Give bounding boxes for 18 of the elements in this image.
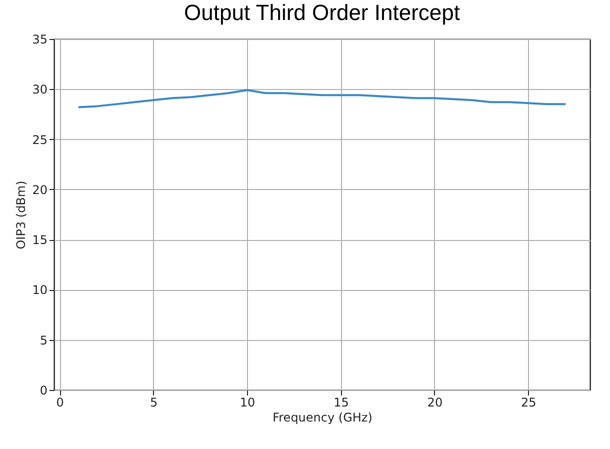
line-series — [77, 89, 567, 108]
y-tick-label: 0 — [40, 384, 48, 398]
x-tick-label: 25 — [521, 396, 536, 410]
y-tick-label: 35 — [32, 32, 48, 46]
x-tick-label: 20 — [427, 396, 443, 410]
y-axis-title: OIP3 (dBm) — [14, 180, 28, 250]
x-tick-label: 0 — [56, 396, 64, 410]
x-axis-title: Frequency (GHz) — [272, 410, 372, 424]
x-tick-label: 15 — [334, 396, 349, 410]
y-tick-label: 10 — [32, 283, 48, 298]
chart-title: Output Third Order Intercept — [184, 0, 460, 25]
x-tick-label: 10 — [240, 396, 256, 410]
x-tick-label: 5 — [150, 396, 158, 410]
y-tick-label: 5 — [40, 333, 48, 348]
y-tick-label: 25 — [32, 132, 48, 147]
y-tick-label: 15 — [32, 233, 48, 248]
y-tick-label: 20 — [32, 182, 48, 197]
y-tick-label: 30 — [32, 82, 48, 97]
